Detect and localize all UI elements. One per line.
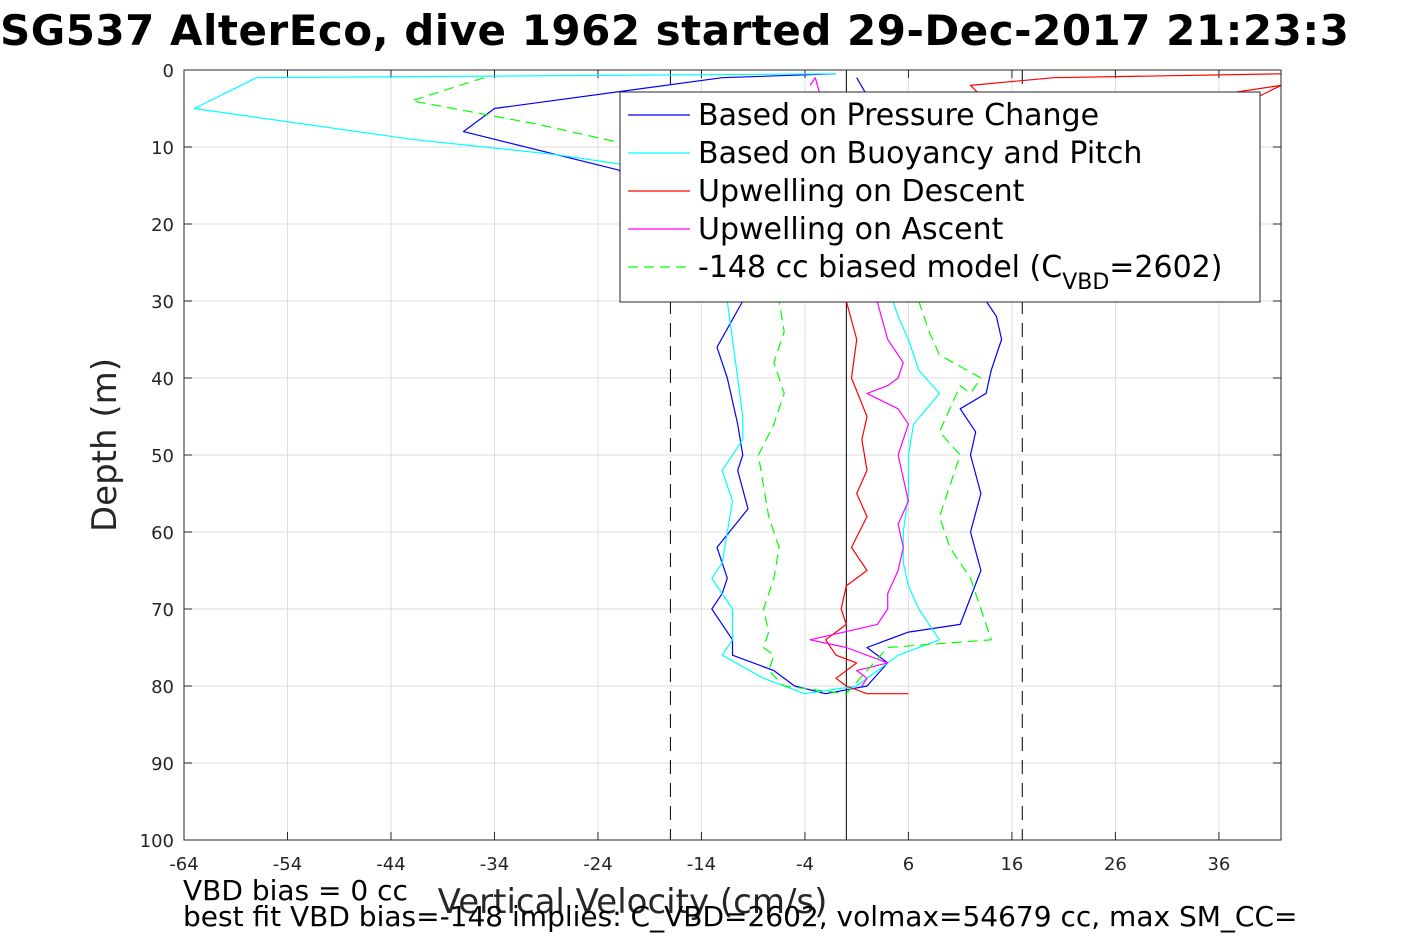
y-tick-labels: 0 10 20 30 40 50 60 70 80 90 100	[140, 61, 174, 852]
legend-entry-label: Based on Buoyancy and Pitch	[698, 136, 1142, 171]
x-tick-label: -4	[796, 854, 814, 875]
legend-entry-label: Upwelling on Ascent	[698, 212, 1004, 247]
y-tick-label: 40	[151, 369, 174, 390]
vbd-bias-note: VBD bias = 0 cc	[183, 874, 408, 907]
y-tick-label: 10	[151, 138, 174, 159]
legend-entry-label: Based on Pressure Change	[698, 98, 1099, 133]
best-fit-note: best fit VBD bias=-148 implies: C_VBD=26…	[183, 900, 1298, 933]
x-tick-labels: -64 -54 -44 -34 -24 -14 -4 6 16 26 36	[169, 854, 1230, 875]
x-tick-label: -24	[583, 854, 612, 875]
y-tick-label: 60	[151, 523, 174, 544]
x-tick-label: -14	[687, 854, 716, 875]
legend-box	[619, 91, 1261, 303]
legend-entry-label: Upwelling on Descent	[698, 174, 1025, 209]
y-tick-label: 0	[163, 61, 174, 82]
y-tick-label: 80	[151, 677, 174, 698]
x-tick-label: 16	[1000, 854, 1023, 875]
y-tick-label: 100	[140, 831, 174, 852]
x-tick-label: 6	[903, 854, 914, 875]
series-line	[462, 73, 1003, 695]
chart-title: SG537 AlterEco, dive 1962 started 29-Dec…	[0, 6, 1350, 55]
x-axis-label: Vertical Velocity (cm/s)	[438, 882, 828, 922]
series-line	[809, 77, 910, 687]
y-tick-label: 50	[151, 446, 174, 467]
x-tick-label: -34	[480, 854, 509, 875]
x-tick-label: -44	[376, 854, 405, 875]
y-tick-label: 90	[151, 754, 174, 775]
y-tick-label: 20	[151, 215, 174, 236]
x-tick-label: -54	[273, 854, 302, 875]
series-line	[411, 77, 992, 695]
x-tick-label: 26	[1104, 854, 1127, 875]
axes-box	[183, 69, 1282, 841]
y-axis-label: Depth (m)	[85, 358, 125, 532]
x-tick-label: 36	[1207, 854, 1230, 875]
y-tick-label: 70	[151, 600, 174, 621]
x-tick-label: -64	[169, 854, 198, 875]
y-tick-label: 30	[151, 292, 174, 313]
